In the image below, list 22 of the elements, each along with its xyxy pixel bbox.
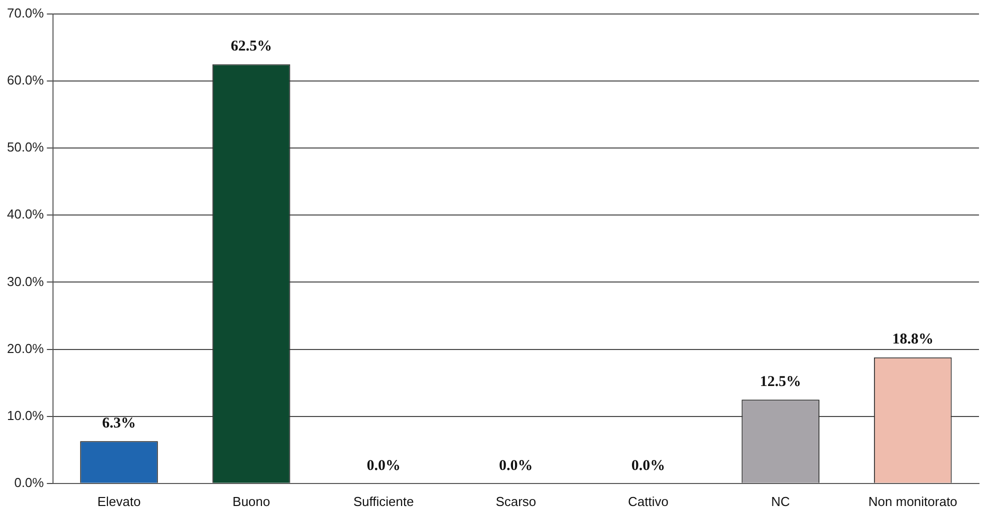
y-tick-label: 30.0% <box>6 274 44 289</box>
y-tick-label: 60.0% <box>6 72 44 88</box>
y-tick-label: 70.0% <box>6 6 44 21</box>
x-tick-label: Cattivo <box>628 494 668 509</box>
x-tick-label: Non monitorato <box>868 494 958 509</box>
y-tick-label: 20.0% <box>6 340 44 356</box>
data-label: 18.8% <box>892 332 934 348</box>
data-label: 0.0% <box>631 458 666 474</box>
x-tick-label: Elevato <box>97 494 141 509</box>
y-tick-label: 50.0% <box>6 140 44 155</box>
y-tick-label: 0.0% <box>14 474 44 490</box>
y-tick-label: 10.0% <box>6 408 44 423</box>
data-label: 0.0% <box>366 458 400 474</box>
x-tick-label: NC <box>771 494 790 509</box>
x-tick-label: Buono <box>232 494 270 509</box>
data-label: 12.5% <box>760 374 802 390</box>
x-tick-label: Sufficiente <box>353 494 414 509</box>
data-label: 0.0% <box>499 458 533 474</box>
data-label: 6.3% <box>102 416 136 432</box>
x-tick-label: Scarso <box>496 494 536 509</box>
y-tick-label: 40.0% <box>6 206 44 222</box>
data-label: 62.5% <box>230 38 272 55</box>
